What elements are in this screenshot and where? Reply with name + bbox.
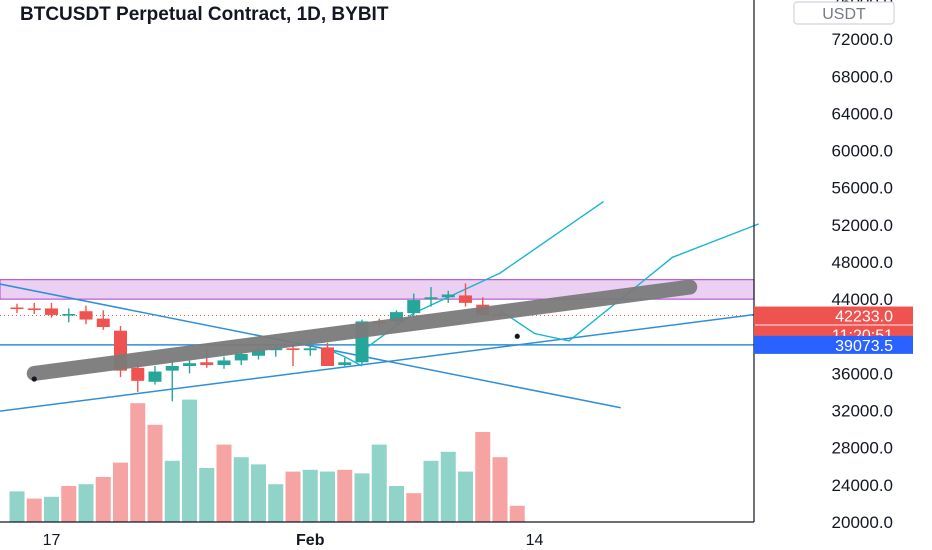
candle-body — [269, 348, 283, 351]
price-tag-label: 39073.5 — [835, 338, 893, 355]
price-tick-label: 60000.0 — [832, 142, 893, 161]
volume-bar — [406, 493, 422, 522]
volume-bar — [302, 469, 318, 522]
volume-bar — [268, 484, 284, 522]
price-tag-label: 42233.0 — [835, 309, 893, 326]
date-tick-label: Feb — [296, 532, 325, 549]
date-tick-label: 14 — [526, 532, 544, 549]
volume-bar — [26, 498, 42, 522]
candle-body — [338, 362, 352, 366]
date-tick-label: 17 — [43, 532, 61, 549]
price-tick-label: 52000.0 — [832, 216, 893, 235]
price-tag-bg — [754, 335, 913, 354]
volume-bar — [233, 457, 249, 522]
volume-bar — [320, 471, 335, 522]
candle-body — [165, 365, 179, 371]
volume-bar — [78, 484, 94, 522]
price-tick-label: 32000.0 — [832, 402, 893, 421]
marker-dot — [31, 376, 37, 382]
volume-bar — [423, 460, 439, 522]
candle-body — [45, 308, 58, 315]
marker-dot — [514, 333, 520, 339]
volume-bar — [337, 469, 353, 522]
candle-body — [390, 312, 403, 322]
volume-bar — [475, 432, 491, 522]
price-tick-label: 44000.0 — [832, 290, 893, 309]
volume-bar — [285, 471, 301, 522]
volume-bar — [164, 460, 180, 522]
candle-body — [303, 348, 317, 351]
volume-bar — [113, 462, 128, 522]
price-tick-label: 48000.0 — [832, 253, 893, 272]
candle-body — [79, 311, 93, 320]
candle-body — [424, 297, 438, 300]
candle-body — [407, 300, 421, 314]
projection-bar[interactable] — [26, 279, 698, 381]
candle-body — [459, 295, 472, 303]
chart-title: BTCUSDT Perpetual Contract, 1D, BYBIT — [20, 4, 389, 25]
candle-body — [217, 360, 231, 366]
price-tag-bg — [754, 306, 913, 325]
candle-body — [131, 367, 145, 381]
trend-line[interactable] — [0, 313, 759, 413]
candle-body — [148, 371, 162, 382]
volume-bar — [371, 444, 387, 522]
price-tick-label: 28000.0 — [832, 439, 893, 458]
volume-bar — [440, 451, 456, 522]
volume-bar — [509, 505, 525, 522]
price-tag: 42233.0 — [754, 306, 913, 326]
volume-bar — [389, 486, 404, 522]
volume-bar — [182, 399, 197, 522]
volume-bar — [130, 403, 146, 522]
price-tick-label: 56000.0 — [832, 179, 893, 198]
price-tick-label: 36000.0 — [832, 364, 893, 383]
price-tick-label: 72000.0 — [832, 30, 893, 49]
candle-body — [321, 347, 334, 366]
volume-bar — [95, 477, 111, 522]
volume-bar — [354, 473, 370, 522]
candle-body — [183, 363, 196, 366]
candle-body — [441, 294, 455, 298]
volume-bar — [147, 424, 163, 522]
volume-bar — [216, 444, 232, 522]
price-tick-label: 68000.0 — [832, 67, 893, 86]
price-tick-label: 64000.0 — [832, 104, 893, 123]
price-tick-label: 24000.0 — [832, 476, 893, 495]
candle-body — [200, 362, 214, 366]
volume-bar — [251, 464, 266, 522]
volume-bar — [61, 486, 77, 522]
candle-body — [62, 313, 76, 316]
candle-body — [252, 350, 265, 356]
candle-body — [96, 318, 110, 327]
volume-bar — [44, 496, 59, 522]
channel-line[interactable] — [499, 223, 760, 342]
volume-bar — [492, 457, 508, 522]
candle-body — [27, 308, 41, 311]
candle-body — [286, 348, 300, 350]
price-tick-label: 20000.0 — [832, 513, 893, 532]
candle-body — [234, 353, 248, 361]
volume-bar — [9, 491, 25, 522]
volume-bar — [199, 468, 215, 522]
currency-label: USDT — [822, 6, 866, 23]
currency-button[interactable]: USDT — [793, 1, 895, 25]
volume-bar — [458, 471, 473, 522]
price-tag: 39073.5 — [754, 335, 913, 355]
candle-body — [10, 307, 24, 310]
